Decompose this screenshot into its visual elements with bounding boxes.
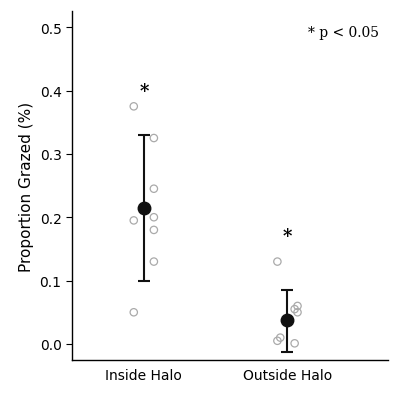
Point [274,258,281,265]
Point [292,340,298,347]
Point [130,309,137,316]
Y-axis label: Proportion Grazed (%): Proportion Grazed (%) [19,101,34,271]
Point [294,309,301,316]
Text: *: * [139,82,148,100]
Point [151,258,157,265]
Point [130,218,137,224]
Point [130,104,137,110]
Point [277,335,284,341]
Text: *: * [283,228,292,246]
Point [274,338,281,344]
Text: * p < 0.05: * p < 0.05 [308,26,378,40]
Point [151,227,157,234]
Point [151,135,157,142]
Point [294,303,301,310]
Point [292,306,298,312]
Point [151,186,157,193]
Point [151,214,157,221]
